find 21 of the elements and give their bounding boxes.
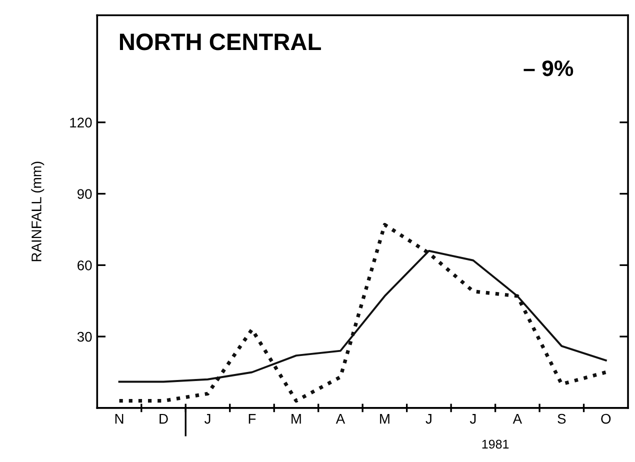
y-axis-title: RAINFALL (mm) [31,162,44,262]
y-tick-label: 30 [77,332,92,342]
x-tick-label: S [558,414,566,424]
x-tick-label: F [248,414,256,424]
x-tick-label: A [512,414,522,424]
text: NORTH CENTRAL [120,34,321,50]
x-tick-label: M [292,414,301,424]
y-tick-label: 120 [70,118,92,128]
y-tick-label: 60 [78,260,92,270]
x-tick-label: J [470,414,476,424]
text: 1981 [482,440,509,449]
x-tick-label: M [380,414,390,424]
x-tick-label: J [204,414,210,424]
y-tick-label: 90 [78,189,92,199]
x-tick-label: D [160,414,168,424]
x-tick-label: O [601,414,611,424]
x-tick-label: A [336,414,346,424]
line-series [117,222,608,403]
x-tick-label: N [115,414,124,424]
x-tick-label: J [426,414,432,424]
annotation: – 9% [524,60,574,76]
